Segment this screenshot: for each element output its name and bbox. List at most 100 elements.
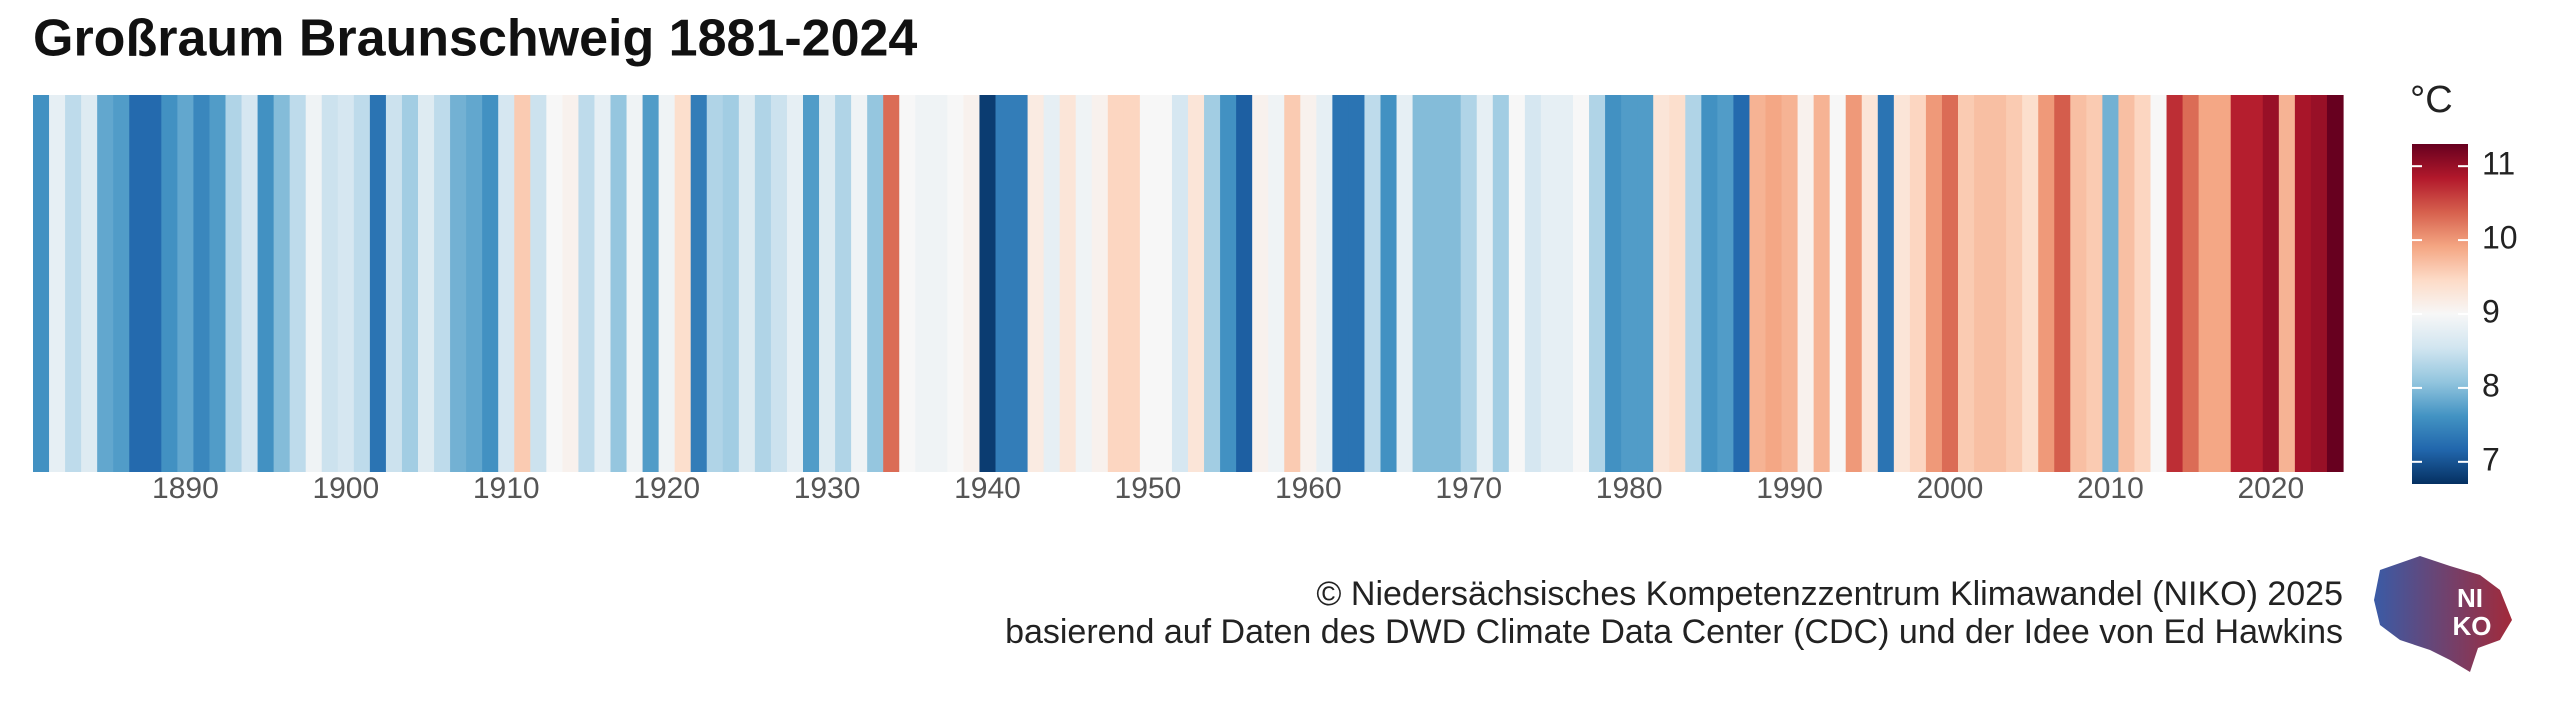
stripe bbox=[1332, 95, 1350, 472]
stripe bbox=[145, 95, 162, 472]
stripe bbox=[867, 95, 884, 472]
stripe bbox=[626, 95, 644, 472]
stripe bbox=[33, 95, 50, 472]
stripe bbox=[963, 95, 981, 472]
stripe bbox=[1188, 95, 1205, 472]
stripe bbox=[466, 95, 483, 472]
stripe bbox=[321, 95, 339, 472]
stripe bbox=[2118, 95, 2136, 472]
stripe bbox=[1300, 95, 1317, 472]
stripe bbox=[1669, 95, 1686, 472]
stripe bbox=[1877, 95, 1895, 472]
stripe bbox=[2198, 95, 2216, 472]
stripe bbox=[2166, 95, 2184, 472]
stripe bbox=[1653, 95, 1670, 472]
stripe bbox=[642, 95, 660, 472]
stripe bbox=[1556, 95, 1574, 472]
stripe bbox=[289, 95, 307, 472]
stripe bbox=[434, 95, 451, 472]
stripe bbox=[1813, 95, 1831, 472]
stripe bbox=[1091, 95, 1109, 472]
stripe bbox=[530, 95, 547, 472]
stripe bbox=[2102, 95, 2120, 472]
colorbar-tick-label: 9 bbox=[2482, 293, 2500, 329]
stripe bbox=[1508, 95, 1526, 472]
credit-line: © Niedersächsisches Kompetenzzentrum Kli… bbox=[1316, 575, 2343, 613]
x-tick-label: 2000 bbox=[1917, 472, 1984, 505]
stripe bbox=[883, 95, 900, 472]
stripe bbox=[1958, 95, 1975, 472]
stripe bbox=[1941, 95, 1959, 472]
x-tick-label: 1950 bbox=[1115, 472, 1182, 505]
stripe bbox=[49, 95, 66, 472]
stripe bbox=[1171, 95, 1189, 472]
stripe bbox=[113, 95, 130, 472]
stripe bbox=[594, 95, 612, 472]
stripe bbox=[1797, 95, 1815, 472]
stripe bbox=[369, 95, 387, 472]
stripe bbox=[161, 95, 178, 472]
stripe bbox=[1107, 95, 1125, 472]
stripe bbox=[770, 95, 788, 472]
stripe bbox=[337, 95, 355, 472]
stripe bbox=[722, 95, 740, 472]
stripe bbox=[1765, 95, 1783, 472]
stripe bbox=[947, 95, 965, 472]
stripe bbox=[1075, 95, 1093, 472]
stripe bbox=[1268, 95, 1285, 472]
stripe bbox=[1252, 95, 1269, 472]
stripe bbox=[1829, 95, 1847, 472]
stripe bbox=[2134, 95, 2152, 472]
stripe bbox=[1974, 95, 1991, 472]
stripe bbox=[658, 95, 676, 472]
stripe bbox=[81, 95, 98, 472]
stripe bbox=[835, 95, 852, 472]
stripe bbox=[1476, 95, 1494, 472]
stripe bbox=[819, 95, 836, 472]
stripe bbox=[418, 95, 435, 472]
stripe bbox=[1573, 95, 1590, 472]
stripe bbox=[706, 95, 724, 472]
logo-shape bbox=[2374, 556, 2512, 672]
stripe bbox=[2006, 95, 2023, 472]
stripe bbox=[2054, 95, 2071, 472]
colorbar-label: °C bbox=[2410, 79, 2453, 121]
stripe bbox=[1524, 95, 1542, 472]
stripe bbox=[257, 95, 275, 472]
x-tick-label: 2020 bbox=[2237, 472, 2304, 505]
x-tick-label: 2010 bbox=[2077, 472, 2144, 505]
stripe bbox=[209, 95, 227, 472]
stripe bbox=[803, 95, 820, 472]
stripe bbox=[1139, 95, 1157, 472]
logo-text: NI bbox=[2457, 583, 2483, 613]
stripe bbox=[738, 95, 756, 472]
stripe bbox=[979, 95, 997, 472]
stripe bbox=[1380, 95, 1398, 472]
stripe bbox=[1043, 95, 1061, 472]
stripe bbox=[1284, 95, 1301, 472]
stripe bbox=[225, 95, 243, 472]
stripe bbox=[385, 95, 403, 472]
stripe bbox=[2278, 95, 2296, 472]
logo: NI KO bbox=[2374, 556, 2512, 672]
stripe bbox=[1909, 95, 1927, 472]
stripe bbox=[578, 95, 596, 472]
stripe bbox=[1492, 95, 1510, 472]
stripe bbox=[1236, 95, 1253, 472]
stripe bbox=[1123, 95, 1141, 472]
stripe bbox=[514, 95, 531, 472]
stripe bbox=[1717, 95, 1735, 472]
stripe bbox=[1460, 95, 1478, 472]
stripe bbox=[1861, 95, 1879, 472]
stripe bbox=[1589, 95, 1606, 472]
credit-line: basierend auf Daten des DWD Climate Data… bbox=[1005, 613, 2343, 651]
stripe bbox=[2214, 95, 2232, 472]
stripe bbox=[2230, 95, 2248, 472]
x-tick-label: 1930 bbox=[794, 472, 861, 505]
stripe bbox=[498, 95, 515, 472]
stripe bbox=[482, 95, 499, 472]
stripe bbox=[1348, 95, 1366, 472]
stripe bbox=[1845, 95, 1863, 472]
stripe bbox=[995, 95, 1013, 472]
